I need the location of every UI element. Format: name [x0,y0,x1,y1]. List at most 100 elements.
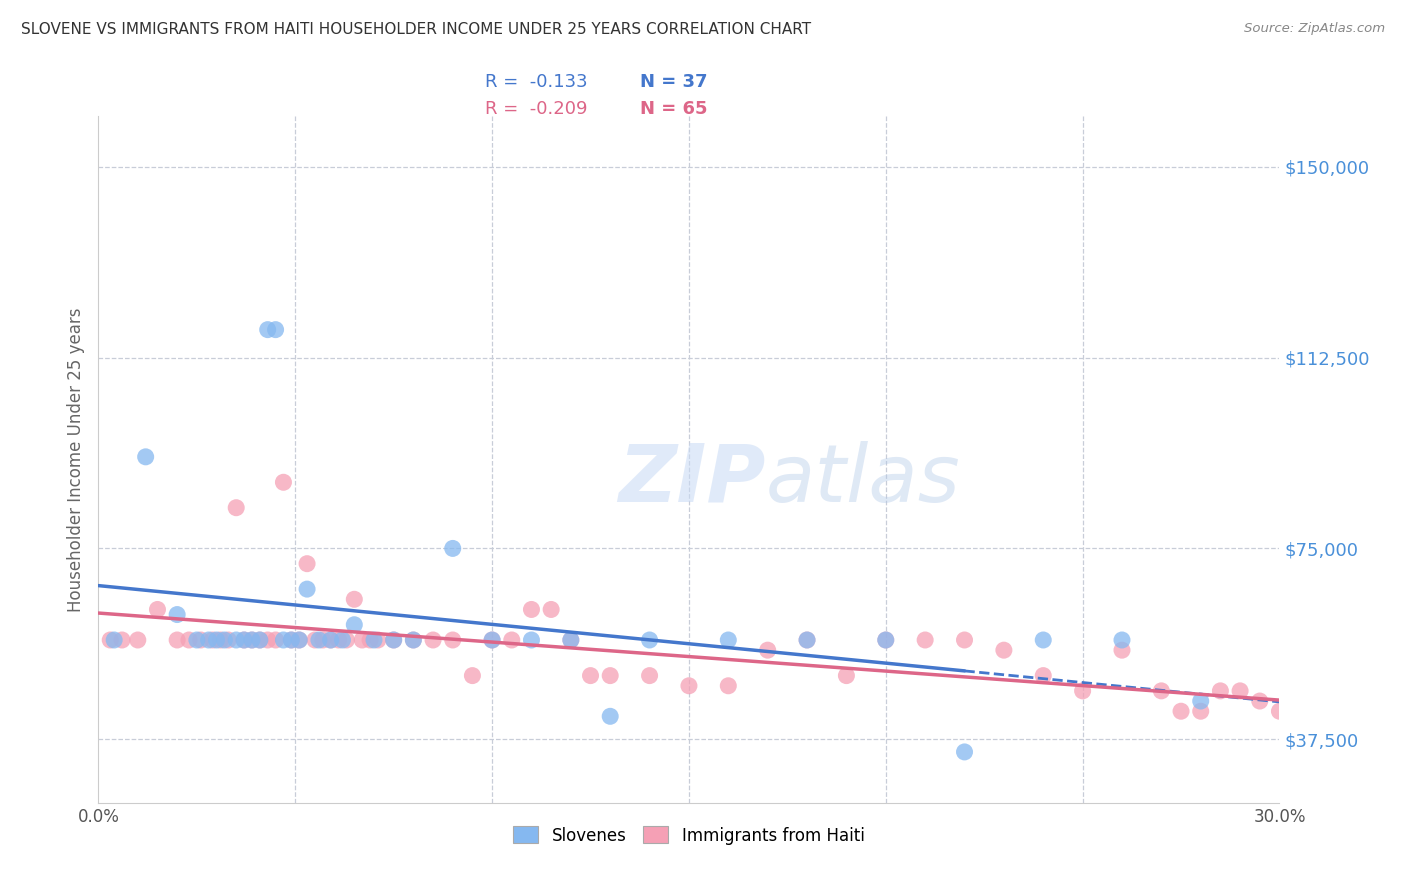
Point [560,632,582,647]
Point [328,632,350,647]
Point [319,632,342,647]
Point [540,602,562,616]
Point [273,475,295,490]
Point [205,632,228,647]
Point [382,632,405,647]
Point [579,668,602,682]
Point [190,632,212,647]
Point [382,632,405,647]
Point [280,632,302,647]
Point [1209,684,1232,698]
Point [217,632,239,647]
Point [756,643,779,657]
Point [1032,632,1054,647]
Point [520,632,543,647]
Point [1327,745,1350,759]
Point [233,632,256,647]
Point [717,632,740,647]
Point [264,323,287,337]
Point [240,632,263,647]
Point [359,632,381,647]
Point [135,450,157,464]
Point [256,632,278,647]
Point [273,632,295,647]
Point [225,632,247,647]
Point [402,632,425,647]
Point [422,632,444,647]
Text: Source: ZipAtlas.com: Source: ZipAtlas.com [1244,22,1385,36]
Point [1032,668,1054,682]
Point [367,632,389,647]
Point [288,632,311,647]
Point [166,632,188,647]
Point [1150,684,1173,698]
Point [295,557,318,571]
Point [1308,684,1330,698]
Point [308,632,330,647]
Y-axis label: Householder Income Under 25 years: Householder Income Under 25 years [66,307,84,612]
Point [481,632,503,647]
Point [1170,704,1192,718]
Text: N = 37: N = 37 [640,73,707,91]
Text: N = 65: N = 65 [640,100,707,118]
Point [481,632,503,647]
Point [186,632,208,647]
Point [1249,694,1271,708]
Point [835,668,858,682]
Point [1268,704,1291,718]
Point [264,632,287,647]
Point [363,632,385,647]
Point [1189,694,1212,708]
Point [312,632,335,647]
Point [111,632,134,647]
Point [233,632,256,647]
Point [127,632,149,647]
Point [638,632,661,647]
Point [332,632,354,647]
Point [796,632,818,647]
Point [304,632,326,647]
Point [177,632,200,647]
Point [501,632,523,647]
Point [343,592,366,607]
Point [441,541,464,556]
Point [214,632,236,647]
Point [146,602,169,616]
Point [1292,730,1315,744]
Point [249,632,271,647]
Point [352,632,374,647]
Point [335,632,357,647]
Point [197,632,219,647]
Text: ZIP: ZIP [619,441,766,519]
Point [1071,684,1094,698]
Text: atlas: atlas [766,441,960,519]
Point [209,632,232,647]
Point [402,632,425,647]
Point [875,632,897,647]
Point [201,632,224,647]
Point [225,500,247,515]
Point [319,632,342,647]
Point [240,632,263,647]
Point [717,679,740,693]
Point [461,668,484,682]
Point [441,632,464,647]
Point [875,632,897,647]
Point [520,602,543,616]
Text: R =  -0.209: R = -0.209 [485,100,588,118]
Point [280,632,302,647]
Point [953,632,976,647]
Point [1111,643,1133,657]
Point [1229,684,1251,698]
Point [1111,632,1133,647]
Point [1189,704,1212,718]
Point [599,709,621,723]
Point [914,632,936,647]
Point [103,632,125,647]
Point [560,632,582,647]
Point [256,323,278,337]
Point [343,617,366,632]
Point [249,632,271,647]
Legend: Slovenes, Immigrants from Haiti: Slovenes, Immigrants from Haiti [505,818,873,853]
Point [599,668,621,682]
